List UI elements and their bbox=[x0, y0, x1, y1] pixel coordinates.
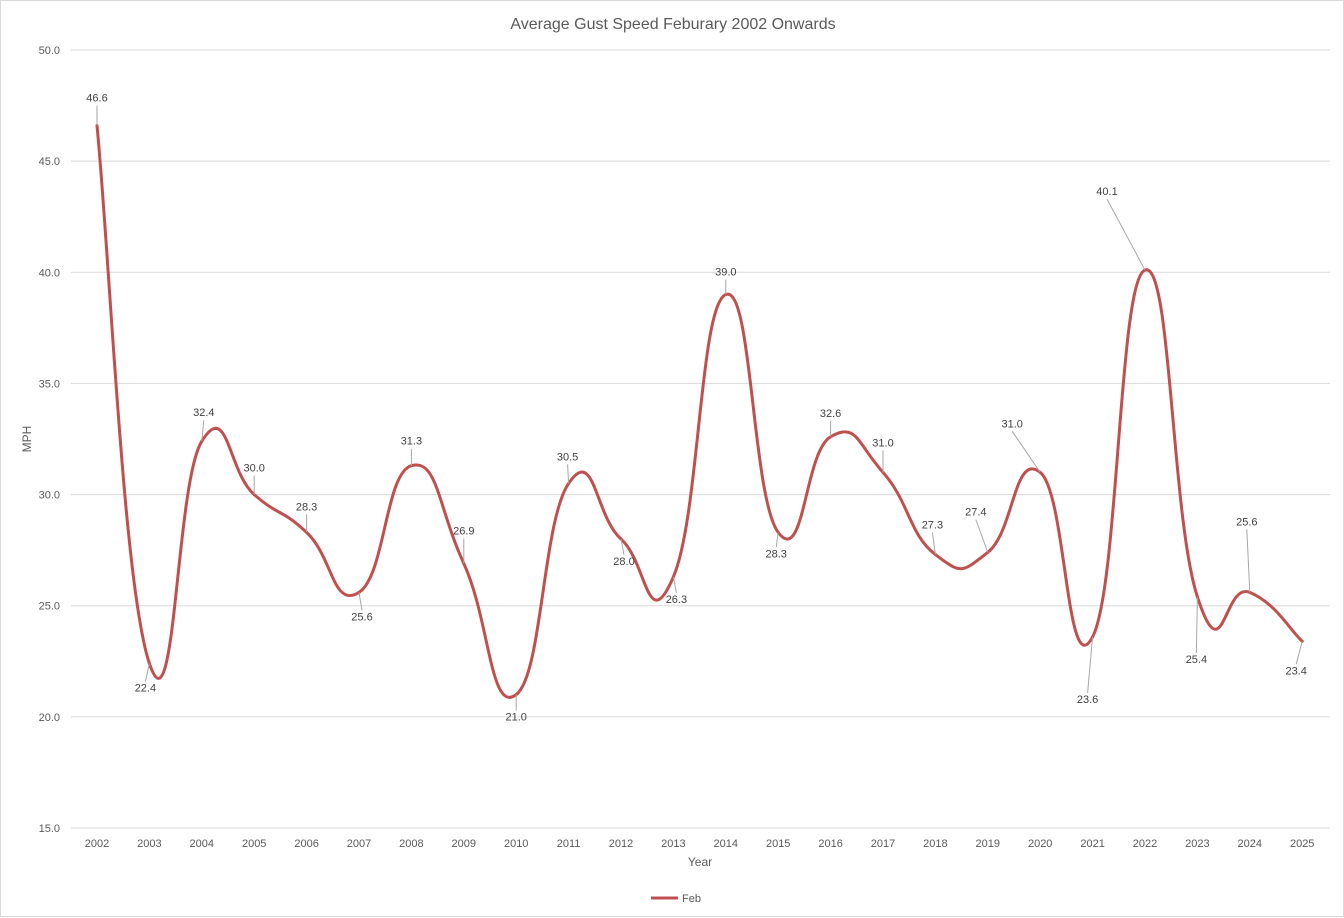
x-tick-label: 2024 bbox=[1238, 838, 1262, 850]
y-tick-label: 25.0 bbox=[39, 601, 60, 613]
data-label: 31.3 bbox=[401, 436, 422, 448]
label-leader bbox=[358, 592, 363, 611]
x-axis-title: Year bbox=[688, 855, 712, 869]
x-tick-label: 2010 bbox=[504, 838, 528, 850]
x-tick-label: 2011 bbox=[557, 838, 581, 850]
x-tick-label: 2012 bbox=[609, 838, 633, 850]
label-leader bbox=[1106, 198, 1146, 271]
x-tick-label: 2006 bbox=[294, 838, 318, 850]
data-label: 32.4 bbox=[193, 407, 214, 419]
legend-label: Feb bbox=[682, 893, 701, 905]
label-leader bbox=[201, 420, 205, 442]
x-tick-label: 2007 bbox=[347, 838, 371, 850]
y-axis-ticks: 15.0 20.0 25.0 30.0 35.0 40.0 45.0 50.0 bbox=[39, 45, 60, 835]
data-label: 46.6 bbox=[86, 93, 107, 105]
x-tick-label: 2020 bbox=[1028, 838, 1052, 850]
label-leader bbox=[1246, 529, 1251, 593]
data-label: 25.6 bbox=[351, 611, 372, 623]
series-line-feb bbox=[95, 124, 1304, 699]
label-leader bbox=[975, 519, 989, 553]
data-label: 26.9 bbox=[453, 525, 474, 537]
x-tick-label: 2015 bbox=[766, 838, 790, 850]
data-label: 31.0 bbox=[872, 437, 893, 449]
label-leader bbox=[1295, 641, 1303, 665]
x-tick-label: 2009 bbox=[452, 838, 476, 850]
label-leader bbox=[620, 538, 625, 556]
x-tick-label: 2014 bbox=[714, 838, 738, 850]
x-tick-label: 2022 bbox=[1133, 838, 1157, 850]
x-tick-label: 2013 bbox=[661, 838, 685, 850]
data-label: 28.0 bbox=[613, 556, 634, 568]
data-label: 23.4 bbox=[1285, 665, 1306, 677]
x-tick-label: 2021 bbox=[1080, 838, 1104, 850]
data-label: 32.6 bbox=[820, 408, 841, 420]
data-label: 21.0 bbox=[505, 712, 526, 724]
y-tick-label: 50.0 bbox=[39, 45, 60, 57]
series-layer bbox=[95, 124, 1304, 699]
label-leader bbox=[567, 464, 570, 484]
x-tick-label: 2005 bbox=[242, 838, 266, 850]
data-label-leaders bbox=[96, 105, 1303, 711]
legend: Feb bbox=[651, 893, 701, 905]
chart-title: Average Gust Speed Feburary 2002 Onwards bbox=[510, 16, 835, 33]
y-tick-label: 20.0 bbox=[39, 712, 60, 724]
x-tick-label: 2025 bbox=[1290, 838, 1314, 850]
data-label: 23.6 bbox=[1077, 694, 1098, 706]
x-axis-ticks: 2002 2003 2004 2005 2006 2007 2008 2009 2010 2011… bbox=[85, 838, 1315, 850]
y-tick-label: 30.0 bbox=[39, 490, 60, 502]
y-tick-label: 45.0 bbox=[39, 156, 60, 168]
x-tick-label: 2002 bbox=[85, 838, 109, 850]
data-label: 31.0 bbox=[1001, 418, 1022, 430]
label-leader bbox=[1195, 596, 1198, 653]
x-tick-label: 2019 bbox=[976, 838, 1000, 850]
data-label: 27.4 bbox=[965, 506, 986, 518]
label-leader bbox=[1087, 636, 1094, 693]
data-label: 30.5 bbox=[557, 451, 578, 463]
label-leader bbox=[144, 663, 150, 682]
label-leader bbox=[775, 532, 779, 548]
x-tick-label: 2018 bbox=[923, 838, 947, 850]
data-label: 40.1 bbox=[1096, 186, 1117, 198]
data-label: 25.6 bbox=[1236, 516, 1257, 528]
x-tick-label: 2017 bbox=[871, 838, 895, 850]
data-label: 25.4 bbox=[1186, 654, 1207, 666]
data-label: 28.3 bbox=[296, 501, 317, 513]
label-leader bbox=[1011, 431, 1041, 473]
data-label: 26.3 bbox=[666, 594, 687, 606]
gridlines bbox=[71, 49, 1330, 829]
data-label: 27.3 bbox=[922, 520, 943, 532]
x-tick-label: 2023 bbox=[1185, 838, 1209, 850]
data-label: 30.0 bbox=[243, 463, 264, 475]
x-tick-label: 2003 bbox=[137, 838, 161, 850]
y-tick-label: 35.0 bbox=[39, 378, 60, 390]
x-tick-label: 2004 bbox=[190, 838, 214, 850]
data-label: 22.4 bbox=[135, 683, 156, 695]
y-tick-label: 40.0 bbox=[39, 267, 60, 279]
label-leader bbox=[931, 532, 936, 555]
x-tick-label: 2008 bbox=[399, 838, 423, 850]
y-axis-title: MPH bbox=[20, 426, 34, 453]
label-leader bbox=[672, 576, 677, 593]
data-label: 39.0 bbox=[715, 267, 736, 279]
y-tick-label: 15.0 bbox=[39, 823, 60, 835]
data-labels: 46.6 22.4 32.4 30.0 28.3 25.6 31.3 26.9 21.0 30.5… bbox=[86, 93, 1307, 724]
x-tick-label: 2016 bbox=[818, 838, 842, 850]
data-label: 28.3 bbox=[765, 548, 786, 560]
